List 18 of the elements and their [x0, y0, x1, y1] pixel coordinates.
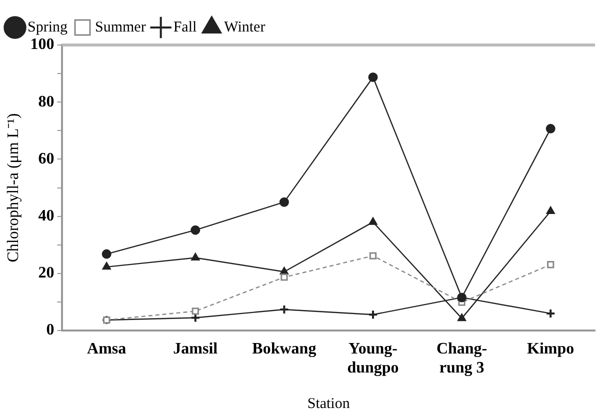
x-tick-label: Chang- rung 3: [436, 340, 488, 377]
x-tick-label: Amsa: [87, 340, 126, 358]
x-tick-label: Kimpo: [527, 340, 574, 358]
x-axis-title: Station: [307, 396, 350, 412]
y-tick-label: 80: [38, 93, 54, 110]
y-axis-title: Chlorophyll-a (μm L⁻¹): [4, 113, 22, 262]
legend-label: Winter: [224, 19, 266, 36]
y-tick-label: 20: [38, 264, 54, 282]
legend-label: Fall: [173, 19, 197, 36]
y-tick-label: 0: [46, 322, 54, 339]
legend-label: Summer: [95, 19, 146, 36]
x-tick-label: Jamsil: [173, 340, 218, 358]
y-tick-label: 40: [38, 208, 54, 224]
x-tick-label: Young- dungpo: [347, 340, 399, 377]
x-tick-label: Bokwang: [252, 340, 316, 358]
y-tick-label: 60: [38, 150, 54, 168]
y-tick-label: 100: [30, 36, 54, 54]
legend-label: Spring: [28, 19, 68, 36]
